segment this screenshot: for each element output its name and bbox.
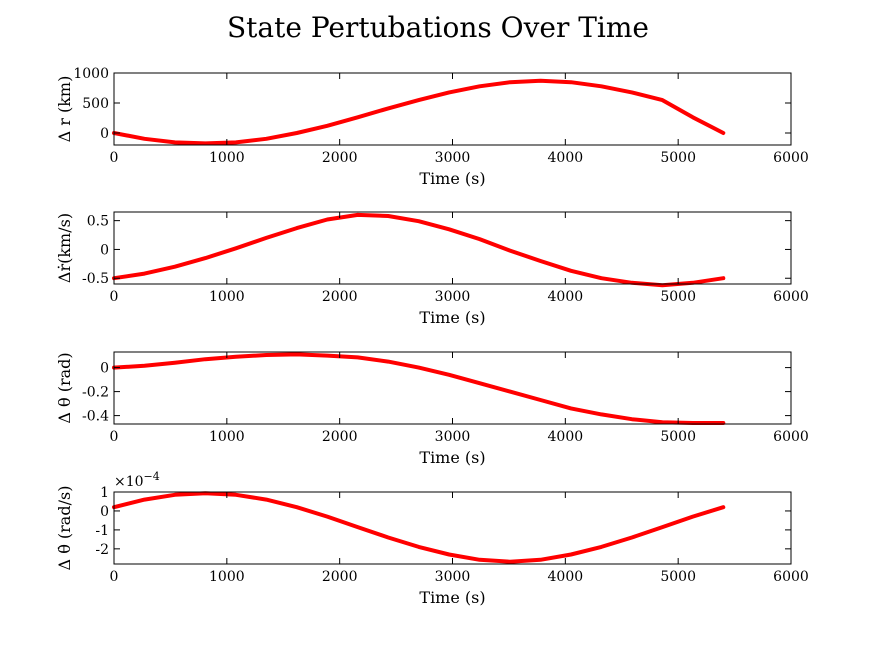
x-tick-label: 3000: [435, 289, 471, 305]
y-axis-label: Δ θ (rad): [55, 352, 74, 423]
x-tick-label: 5000: [660, 429, 696, 445]
x-tick-label: 0: [110, 150, 119, 166]
y-tick-label: 1: [100, 485, 109, 501]
axis-exponent-power: −4: [144, 470, 160, 483]
x-tick-label: 2000: [322, 150, 358, 166]
y-tick-label: -0.2: [82, 385, 109, 401]
x-tick-label: 1000: [209, 429, 245, 445]
x-axis-label: Time (s): [419, 588, 485, 607]
x-tick-label: 2000: [322, 289, 358, 305]
series-line-delta-theta: [112, 352, 726, 425]
x-tick-label: 6000: [773, 289, 809, 305]
y-axis-label: Δ θ̇ (rad/s): [55, 486, 74, 571]
x-tick-label: 4000: [548, 569, 584, 585]
y-axis-label: Δ r (km): [55, 76, 74, 143]
x-tick-label: 1000: [209, 289, 245, 305]
subplot-delta-theta-dot: 0 1000 2000 3000 4000 5000 6000 -2 -1 0 1 Time (s) Δ…: [55, 470, 809, 607]
subplot-delta-r: 0 1000 2000 3000 4000 5000 6000 0 500 1000 Time (s…: [55, 66, 809, 188]
x-tick-label: 2000: [322, 569, 358, 585]
y-tick-label: 0: [100, 126, 109, 142]
x-axis-label: Time (s): [419, 448, 485, 467]
y-tick-label: -0.5: [82, 271, 109, 287]
y-axis-label: Δṙ(km/s): [55, 213, 74, 283]
x-tick-label: 5000: [660, 289, 696, 305]
y-tick-label: 0: [100, 361, 109, 377]
y-tick-label: -0.4: [82, 409, 109, 425]
x-tick-label: 3000: [435, 429, 471, 445]
x-tick-label: 1000: [209, 569, 245, 585]
x-tick-label: 5000: [660, 150, 696, 166]
x-tick-label: 0: [110, 289, 119, 305]
x-tick-label: 1000: [209, 150, 245, 166]
y-tick-label: -2: [95, 542, 109, 558]
y-tick-label: -1: [95, 523, 109, 539]
y-tick-label: 500: [82, 96, 109, 112]
x-tick-label: 5000: [660, 569, 696, 585]
x-axis-label: Time (s): [419, 169, 485, 188]
figure-title: State Pertubations Over Time: [227, 11, 649, 44]
x-tick-label: 3000: [435, 569, 471, 585]
y-tick-label: 0.5: [87, 214, 109, 230]
x-tick-label: 4000: [548, 150, 584, 166]
subplot-delta-theta: 0 1000 2000 3000 4000 5000 6000 -0.4 -0.2 0 Time (…: [55, 351, 809, 467]
x-tick-label: 6000: [773, 429, 809, 445]
x-tick-label: 0: [110, 569, 119, 585]
x-tick-label: 4000: [548, 429, 584, 445]
y-tick-label: 1000: [73, 66, 109, 82]
x-tick-label: 0: [110, 429, 119, 445]
x-tick-label: 2000: [322, 429, 358, 445]
series-line-delta-theta-dot: [112, 491, 726, 564]
y-tick-label: 0: [100, 242, 109, 258]
x-tick-label: 6000: [773, 569, 809, 585]
series-line-delta-r-dot: [112, 212, 726, 288]
x-axis-label: Time (s): [419, 308, 485, 327]
series-line-delta-r: [112, 78, 726, 146]
x-tick-label: 6000: [773, 150, 809, 166]
x-tick-label: 3000: [435, 150, 471, 166]
y-tick-label: 0: [100, 504, 109, 520]
x-tick-label: 4000: [548, 289, 584, 305]
